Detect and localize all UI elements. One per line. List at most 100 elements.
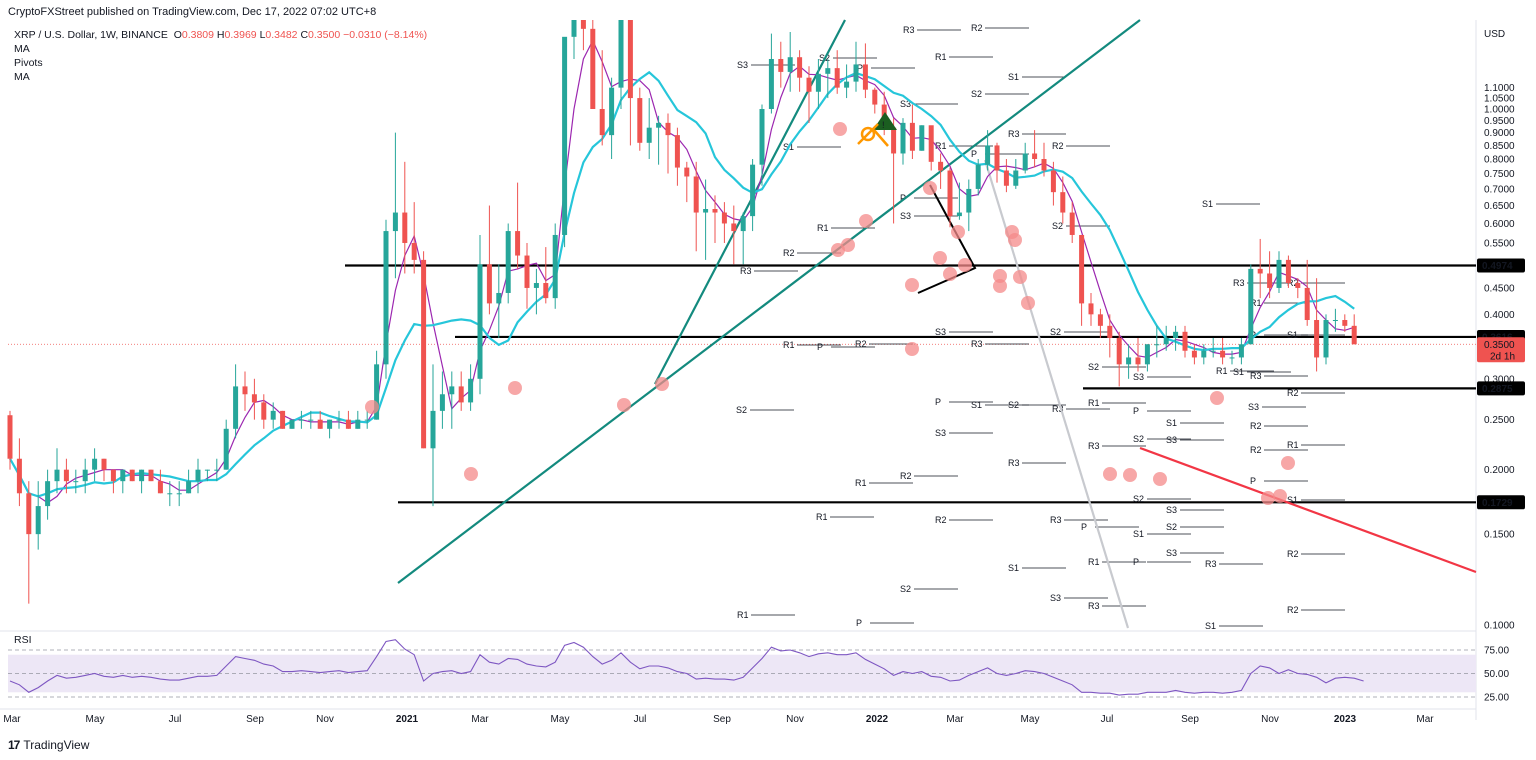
candle-body — [26, 493, 32, 535]
pivot-label: P — [856, 618, 862, 628]
candle-body — [919, 125, 925, 151]
pivot-label: R1 — [816, 512, 828, 522]
candle-body — [740, 216, 746, 232]
candle-body — [505, 231, 511, 293]
pivot-label: R3 — [1008, 458, 1020, 468]
candle-body — [656, 122, 662, 128]
candle-body — [994, 145, 1000, 171]
pivot-label: R1 — [935, 141, 947, 151]
pivot-label: P — [935, 397, 941, 407]
pivot-label: S3 — [737, 60, 748, 70]
candle-body — [477, 264, 483, 379]
candle-body — [646, 127, 652, 143]
rsi-title[interactable]: RSI — [14, 634, 32, 646]
pivot-label: S1 — [1166, 418, 1177, 428]
candle-body — [966, 188, 972, 213]
candle-body — [1126, 357, 1132, 365]
candle-body — [355, 419, 361, 429]
candle-body — [985, 145, 991, 165]
pivot-label: S2 — [1052, 221, 1063, 231]
pivot-label: S3 — [935, 428, 946, 438]
tradingview-brand: TradingView — [23, 738, 90, 752]
candle-body — [928, 125, 934, 162]
cross-marker-stroke — [873, 129, 889, 147]
pivot-label: R2 — [900, 471, 912, 481]
time-tick-label: Mar — [1416, 714, 1434, 725]
pivot-label: R3 — [1052, 404, 1064, 414]
candle-body — [590, 28, 596, 110]
pivot-label: R2 — [855, 339, 867, 349]
time-tick-label: Jul — [634, 714, 647, 725]
legend-study-ma-2[interactable]: MA — [14, 71, 30, 83]
price-tick-label: 0.1500 — [1484, 530, 1515, 541]
price-tick-label: 0.4500 — [1484, 283, 1515, 294]
pivot-label: P — [817, 342, 823, 352]
pivot-label: R1 — [1287, 440, 1299, 450]
candle-body — [139, 469, 145, 482]
pivot-label: S1 — [1233, 367, 1244, 377]
price-tick-label: 1.0500 — [1484, 94, 1515, 105]
pivot-label: R3 — [1250, 371, 1262, 381]
price-tick-label: 0.7500 — [1484, 169, 1515, 180]
pivot-label: R1 — [783, 340, 795, 350]
pivot-label: R2 — [1287, 549, 1299, 559]
candle-body — [383, 231, 389, 365]
candle-body — [1342, 320, 1348, 326]
candle-body — [627, 20, 633, 99]
pivot-label: S3 — [1050, 593, 1061, 603]
candle-body — [1107, 325, 1113, 338]
candle-body — [637, 98, 643, 143]
price-tick-label: 1.0000 — [1484, 105, 1515, 116]
signal-marker — [1273, 489, 1287, 503]
candle-body — [449, 386, 455, 395]
pivot-label: S1 — [1008, 72, 1019, 82]
time-tick-label: 2022 — [866, 714, 889, 725]
pivot-label: S2 — [1133, 434, 1144, 444]
warning-icon-glyph: ! — [882, 120, 885, 130]
pivot-label: R2 — [1287, 388, 1299, 398]
pivot-label: S2 — [1088, 362, 1099, 372]
legend-study-ma-1[interactable]: MA — [14, 43, 30, 55]
candle-body — [1060, 192, 1066, 213]
pivot-label: S3 — [1133, 372, 1144, 382]
legend-symbol: XRP / U.S. Dollar, 1W, BINANCE — [14, 29, 168, 41]
candle-body — [1201, 350, 1207, 358]
signal-marker — [1123, 468, 1137, 482]
tradingview-footer[interactable]: 17 TradingView — [8, 738, 89, 752]
candle-body — [186, 481, 192, 494]
candle-body — [1135, 357, 1141, 365]
legend-study-pivots[interactable]: Pivots — [14, 57, 43, 69]
signal-marker — [993, 269, 1007, 283]
candle-body — [900, 122, 906, 154]
time-tick-label: Nov — [1261, 714, 1279, 725]
candle-body — [120, 469, 126, 482]
candle-body — [1097, 314, 1103, 326]
candle-body — [402, 212, 408, 243]
candle-body — [1173, 331, 1179, 338]
pivot-label: R1 — [1088, 557, 1100, 567]
candle-body — [787, 57, 793, 72]
candle-body — [421, 259, 427, 449]
time-tick-label: Jul — [1101, 714, 1114, 725]
candle-body — [618, 20, 624, 88]
candle-body — [35, 506, 41, 535]
legend-symbol-row[interactable]: XRP / U.S. Dollar, 1W, BINANCE O0.3809 H… — [14, 28, 427, 42]
candle-body — [148, 469, 154, 482]
pivot-label: R3 — [1233, 278, 1245, 288]
markers: ! — [365, 112, 1295, 505]
signal-marker — [508, 381, 522, 395]
pivot-label: P — [900, 193, 906, 203]
candle-body — [280, 410, 286, 429]
pivot-label: R2 — [1287, 278, 1299, 288]
ma-fast-line — [9, 39, 1355, 504]
pivot-label: S1 — [1287, 330, 1298, 340]
candle-body — [1332, 320, 1338, 322]
candle-body — [1013, 170, 1019, 186]
signal-marker — [1013, 270, 1027, 284]
rsi-tick-label: 75.00 — [1484, 646, 1509, 657]
rsi-band — [8, 654, 1476, 693]
signal-marker — [923, 181, 937, 195]
candle-body — [167, 493, 173, 495]
candle-body — [693, 176, 699, 213]
